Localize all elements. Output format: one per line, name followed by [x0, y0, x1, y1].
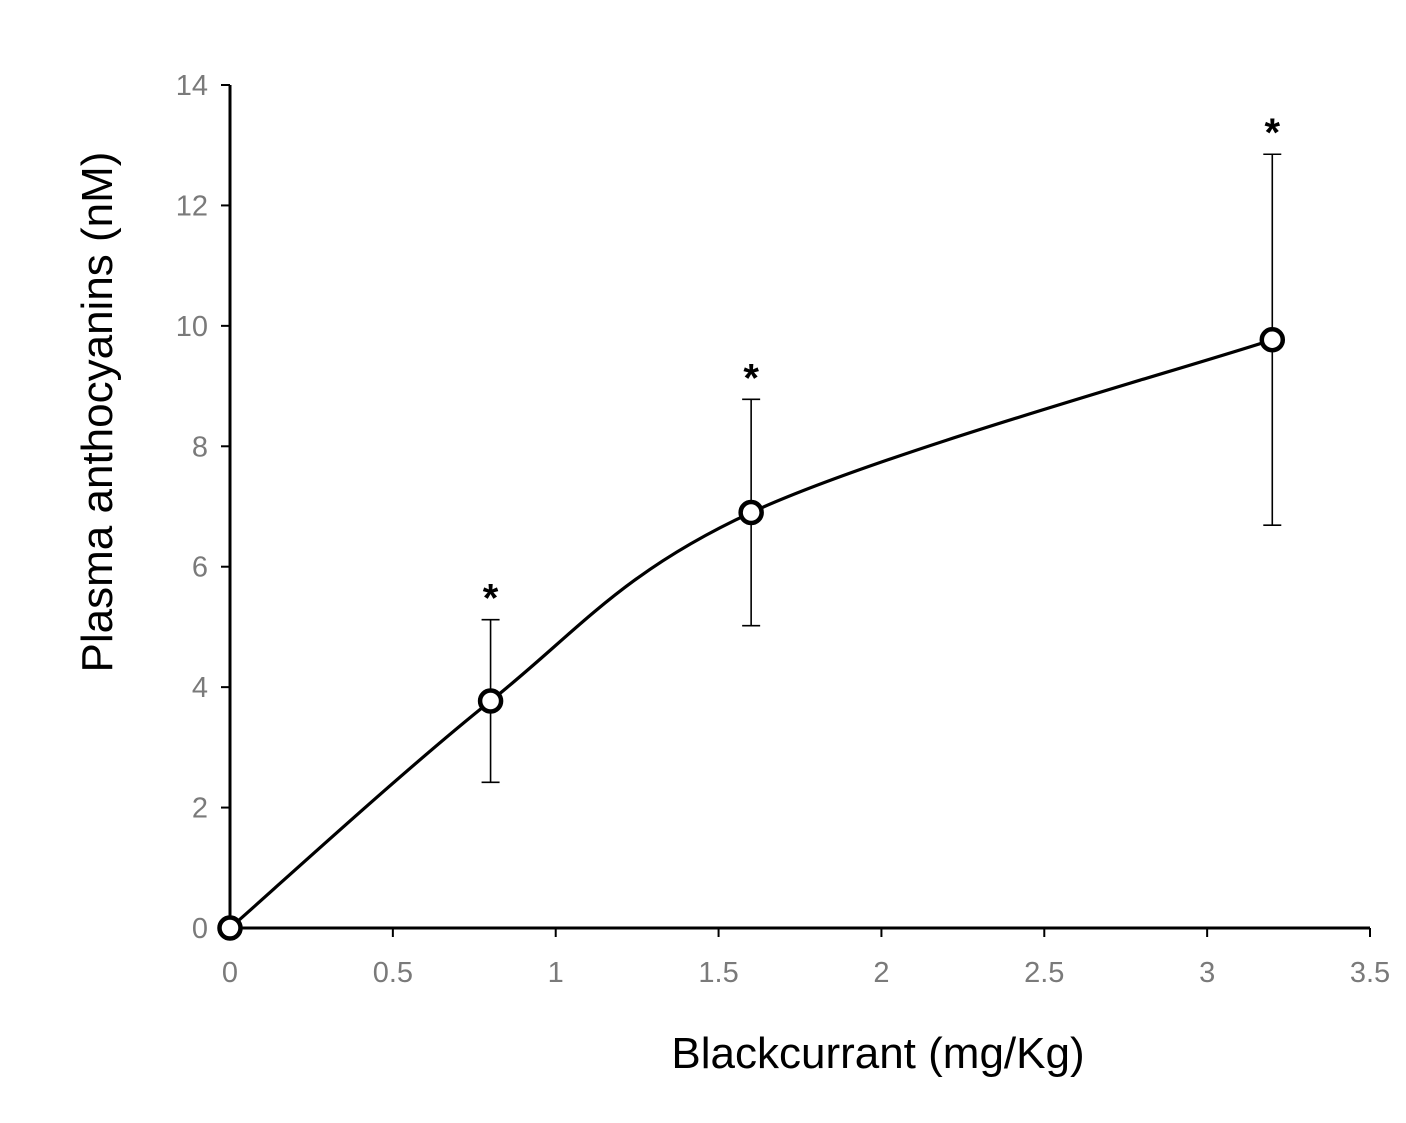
x-tick-label: 3: [1199, 957, 1215, 989]
y-tick-label: 6: [192, 552, 208, 584]
y-tick-label: 8: [192, 431, 208, 463]
y-tick-label: 4: [192, 672, 208, 704]
axes: [228, 85, 1370, 930]
y-axis-title: Plasma anthocyanins (nM): [73, 152, 122, 673]
y-tick-label: 0: [192, 913, 208, 945]
data-point: [1259, 326, 1286, 353]
x-tick-label: 2: [873, 957, 889, 989]
series-line: [228, 338, 1274, 930]
data-point: [477, 688, 504, 714]
y-tick-label: 14: [176, 70, 208, 102]
series-line-layer: [228, 338, 1274, 930]
data-points: [217, 326, 1286, 941]
x-tick-label: 0: [222, 957, 238, 989]
y-tick-label: 12: [176, 190, 208, 222]
y-tick-label: 2: [192, 793, 208, 825]
x-tick-label: 0.5: [373, 957, 413, 989]
significance-asterisk: *: [483, 577, 499, 621]
error-bars: [481, 153, 1282, 784]
significance-asterisk: *: [743, 356, 759, 400]
annotations: * * *: [483, 111, 1281, 620]
y-tick-label: 10: [176, 311, 208, 343]
x-tick-label: 1.5: [698, 957, 738, 989]
ticks: 0 0.5 1 1.5 2 2.5 3 3.5 0 2 4 6 8 10 12 14: [176, 70, 1390, 989]
x-tick-label: 2.5: [1024, 957, 1064, 989]
x-tick-label: 3.5: [1350, 957, 1390, 989]
significance-asterisk: *: [1264, 111, 1280, 155]
data-point: [217, 915, 243, 941]
x-axis-title: Blackcurrant (mg/Kg): [671, 1029, 1084, 1078]
data-point: [738, 499, 764, 526]
x-tick-label: 1: [548, 957, 564, 989]
